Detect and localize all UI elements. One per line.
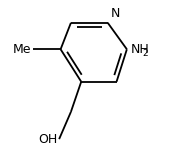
Text: 2: 2: [143, 49, 148, 58]
Text: N: N: [111, 7, 120, 20]
Text: Me: Me: [13, 43, 31, 56]
Text: OH: OH: [39, 133, 58, 146]
Text: NH: NH: [131, 43, 149, 56]
